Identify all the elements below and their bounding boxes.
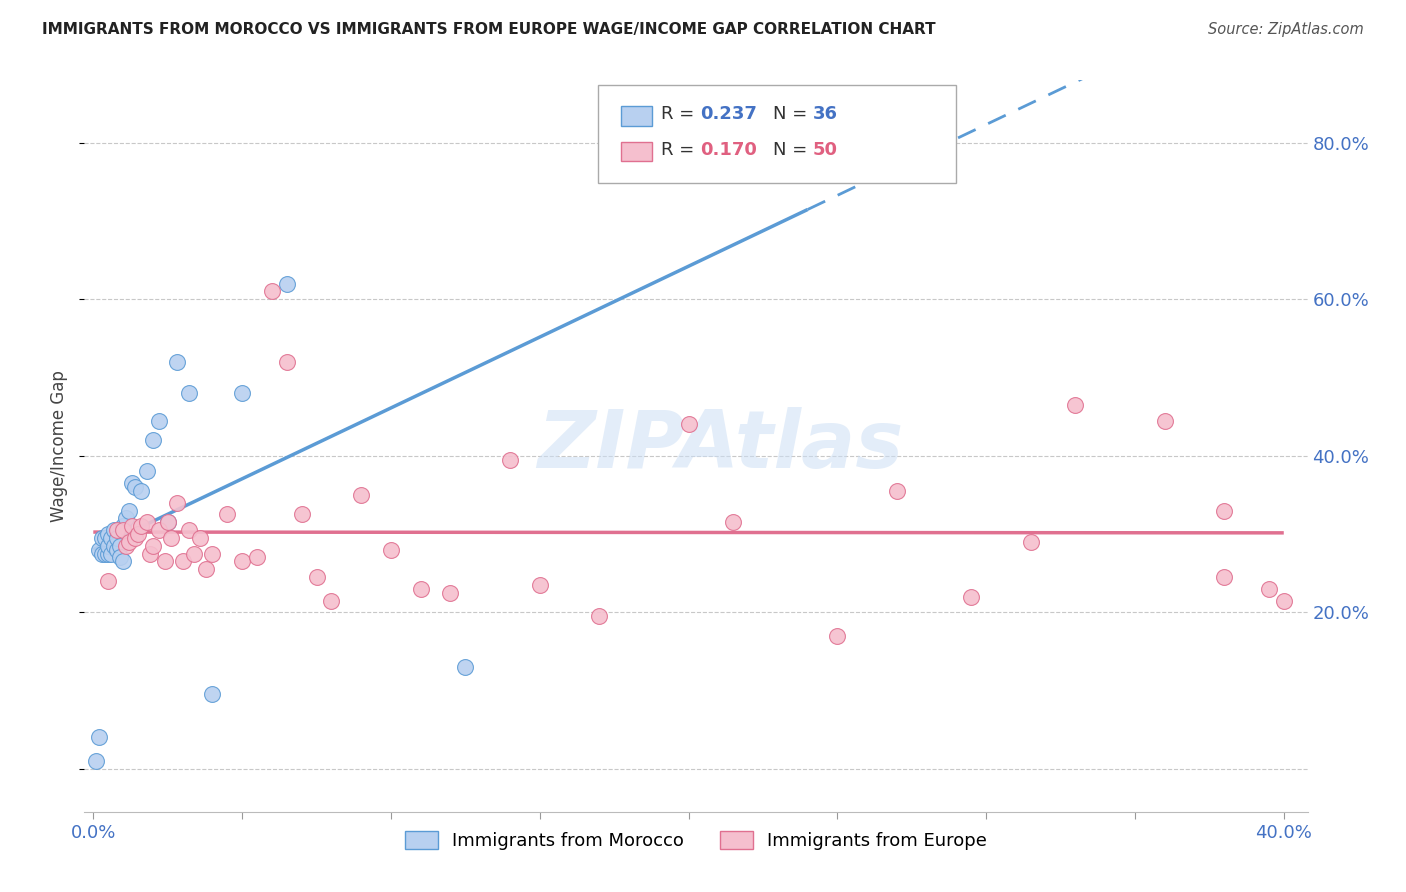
Point [124, 480, 146, 494]
Point [118, 503, 141, 517]
Text: N =: N = [773, 141, 813, 159]
Text: N =: N = [773, 105, 813, 123]
Point [153, 554, 176, 568]
Point [201, 687, 224, 701]
Point [159, 531, 181, 545]
Point [97, 539, 120, 553]
Point [721, 516, 744, 530]
Point [1213, 503, 1236, 517]
Text: R =: R = [661, 105, 700, 123]
Point [276, 277, 298, 291]
Point [156, 516, 179, 530]
Point [172, 554, 194, 568]
Point [217, 508, 239, 522]
Point [115, 539, 138, 553]
Point [91, 531, 114, 545]
Point [246, 550, 269, 565]
Point [94, 531, 117, 545]
Point [1272, 593, 1295, 607]
Point [454, 660, 477, 674]
Point [121, 476, 143, 491]
Point [231, 554, 253, 568]
Point [127, 527, 149, 541]
Text: R =: R = [661, 141, 700, 159]
Point [97, 527, 120, 541]
Point [112, 554, 135, 568]
Point [156, 516, 179, 530]
Point [350, 488, 373, 502]
Point [166, 355, 188, 369]
Point [1019, 534, 1042, 549]
Point [1064, 398, 1087, 412]
Point [1213, 570, 1236, 584]
Point [183, 547, 205, 561]
Point [112, 519, 135, 533]
Point [105, 523, 128, 537]
Point [166, 496, 188, 510]
Point [886, 483, 908, 498]
Point [108, 550, 131, 565]
Text: 0.170: 0.170 [700, 141, 756, 159]
Text: ZIPAtlas: ZIPAtlas [537, 407, 904, 485]
Point [409, 582, 432, 596]
Point [588, 609, 610, 624]
Point [118, 534, 141, 549]
Point [94, 547, 117, 561]
Point [177, 523, 200, 537]
Point [177, 386, 200, 401]
Text: Source: ZipAtlas.com: Source: ZipAtlas.com [1208, 22, 1364, 37]
Point [115, 511, 138, 525]
Point [129, 519, 152, 533]
Point [100, 531, 122, 545]
Point [960, 590, 983, 604]
Point [89, 542, 111, 557]
Y-axis label: Wage/Income Gap: Wage/Income Gap [51, 370, 69, 522]
Point [260, 285, 283, 299]
Point [89, 731, 111, 745]
Point [105, 531, 128, 545]
Text: 50: 50 [813, 141, 838, 159]
Point [499, 452, 522, 467]
Point [190, 531, 212, 545]
Point [97, 547, 120, 561]
Point [100, 547, 122, 561]
Point [827, 629, 849, 643]
Point [139, 547, 162, 561]
Point [142, 433, 165, 447]
Point [231, 386, 253, 401]
Point [195, 562, 218, 576]
Point [142, 539, 165, 553]
Point [91, 547, 114, 561]
Point [84, 754, 107, 768]
Text: 36: 36 [813, 105, 838, 123]
Point [321, 593, 343, 607]
Point [380, 542, 402, 557]
Point [276, 355, 298, 369]
Point [148, 523, 170, 537]
Point [796, 136, 818, 150]
Point [1153, 413, 1175, 427]
Point [112, 523, 135, 537]
Point [439, 585, 461, 599]
Point [108, 539, 131, 553]
Point [291, 508, 314, 522]
Point [305, 570, 328, 584]
Point [129, 483, 152, 498]
Point [201, 547, 224, 561]
Point [105, 542, 128, 557]
Point [97, 574, 120, 588]
Point [103, 539, 125, 553]
Text: 0.237: 0.237 [700, 105, 756, 123]
Text: IMMIGRANTS FROM MOROCCO VS IMMIGRANTS FROM EUROPE WAGE/INCOME GAP CORRELATION CH: IMMIGRANTS FROM MOROCCO VS IMMIGRANTS FR… [42, 22, 936, 37]
Point [135, 516, 157, 530]
Legend: Immigrants from Morocco, Immigrants from Europe: Immigrants from Morocco, Immigrants from… [398, 823, 994, 857]
Point [148, 413, 170, 427]
Point [121, 519, 143, 533]
Point [678, 417, 700, 432]
Point [529, 578, 551, 592]
Point [103, 523, 125, 537]
Point [1257, 582, 1279, 596]
Point [124, 531, 146, 545]
Point [135, 465, 157, 479]
